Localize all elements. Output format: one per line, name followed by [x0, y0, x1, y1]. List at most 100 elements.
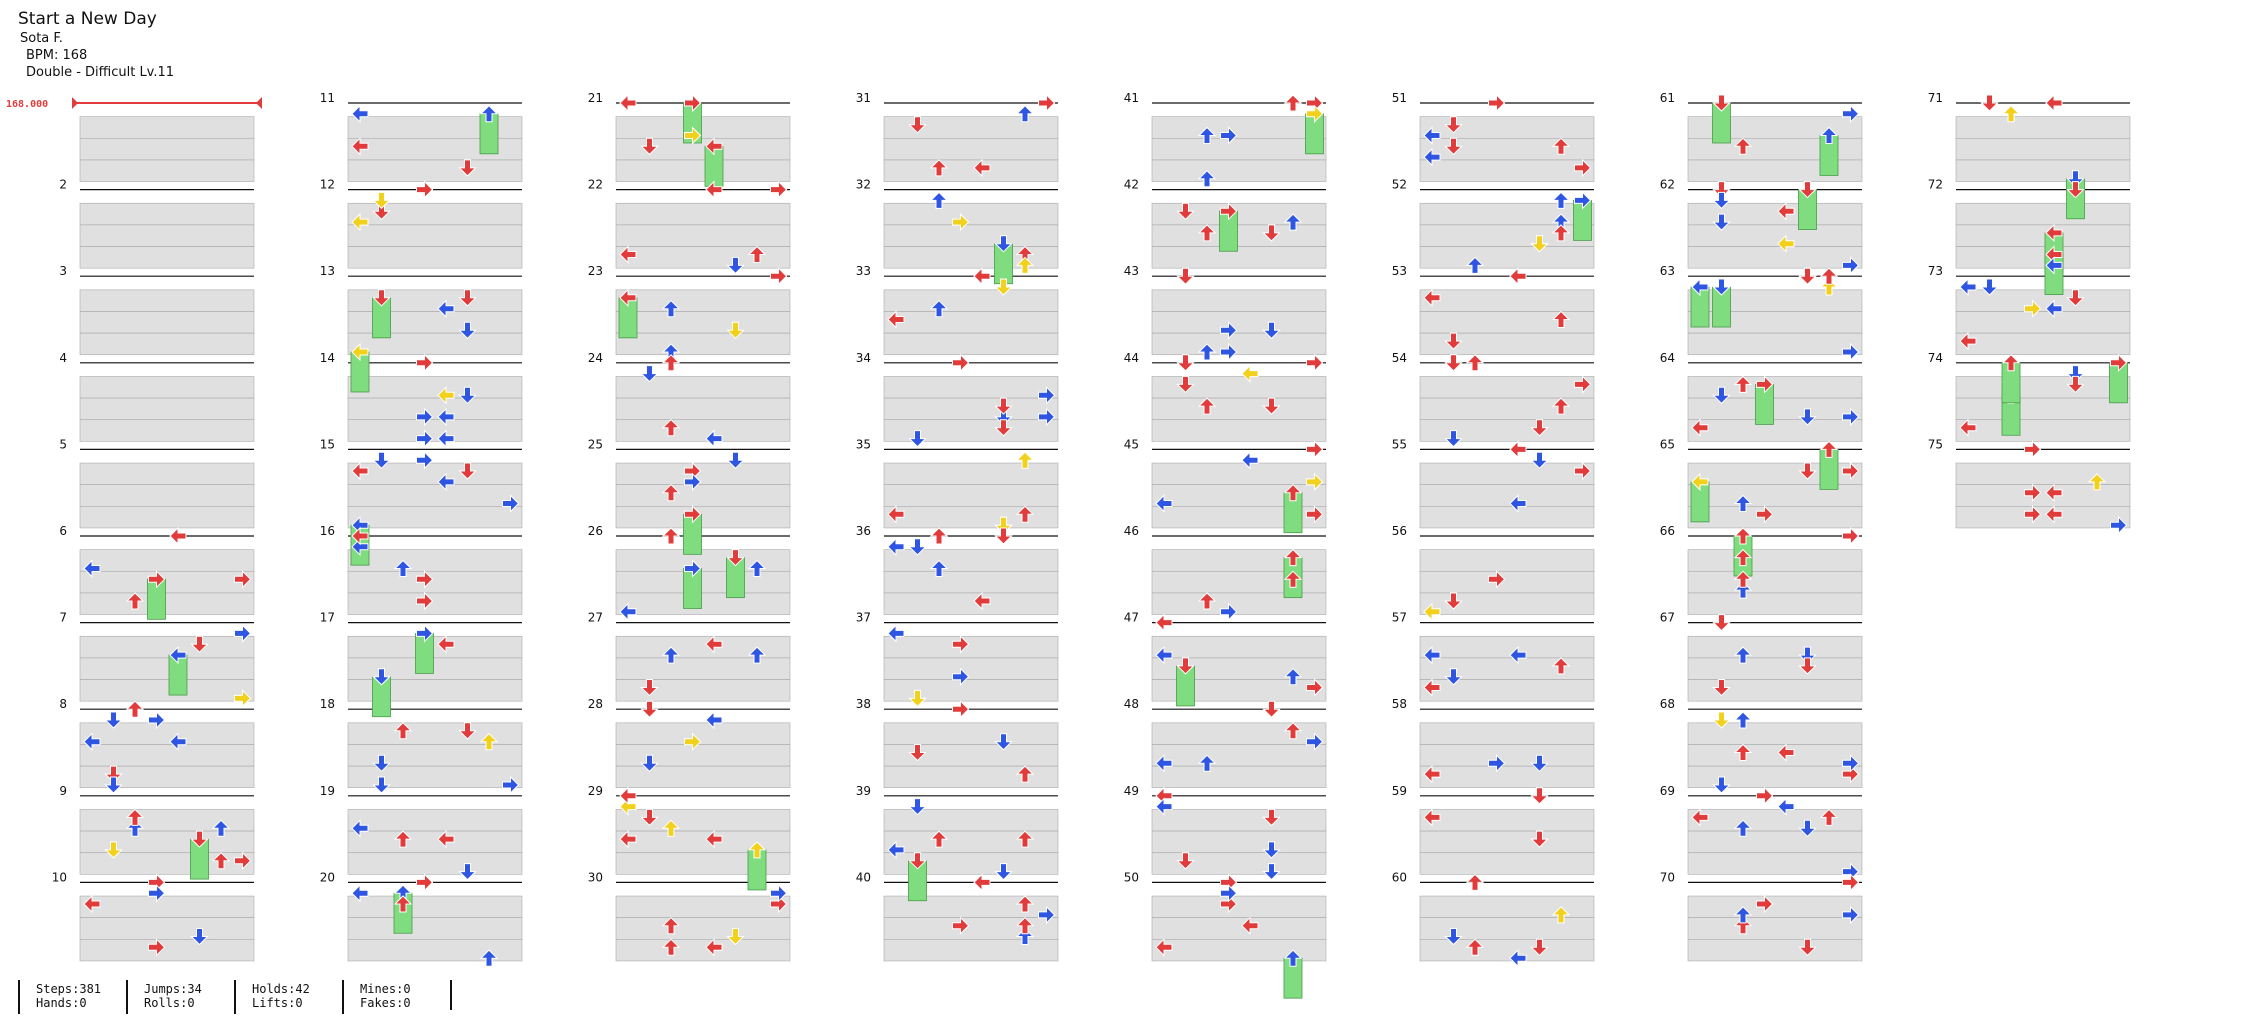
beat-band [79, 679, 255, 702]
arrow-up-icon [1197, 170, 1217, 188]
beat-band [1151, 830, 1327, 853]
arrow-down-icon [908, 852, 927, 870]
arrow-left-icon [619, 288, 637, 308]
beat-band [1151, 679, 1327, 702]
arrow-down-icon [908, 430, 927, 448]
measure-number: 34 [856, 351, 871, 365]
beat-band [79, 419, 255, 442]
beat-band [883, 722, 1059, 745]
measure-number: 4 [59, 351, 67, 365]
arrow-down-icon [1712, 679, 1731, 697]
arrow-left-icon [169, 732, 187, 751]
arrow-left-icon [887, 840, 905, 860]
beat-band [615, 917, 791, 940]
measure-number: 68 [1660, 697, 1675, 711]
beat-band [1419, 765, 1595, 789]
arrow-left-icon [1509, 440, 1527, 459]
arrow-up-icon [929, 830, 949, 848]
stat-rolls: Rolls:0 [144, 996, 195, 1010]
measure-number: 25 [588, 437, 603, 451]
beat-band [1151, 224, 1327, 247]
beat-band [883, 939, 1059, 962]
arrow-down-icon [1798, 267, 1817, 285]
arrow-down-icon [1530, 419, 1549, 437]
arrow-down-icon [1980, 278, 1999, 296]
beat-band [1955, 159, 2131, 182]
arrow-right-icon [1574, 158, 1592, 178]
beat-band [79, 376, 255, 399]
arrow-down-icon [1176, 354, 1195, 372]
arrow-left-icon [351, 883, 369, 903]
beat-band [1687, 506, 1863, 529]
arrow-up-icon [1551, 906, 1571, 924]
arrow-up-icon [1733, 494, 1753, 512]
stats-bar: Steps:381 Hands:0 Jumps:34 Rolls:0 Holds… [18, 980, 453, 1014]
measure-number: 65 [1660, 437, 1675, 451]
beat-band [615, 116, 791, 139]
beat-band [615, 570, 791, 594]
arrow-down-icon [726, 451, 745, 469]
beat-band [1151, 765, 1327, 789]
arrow-down-icon [2066, 289, 2085, 307]
bpm-change-marker: 168.000 [6, 99, 49, 110]
arrow-up-icon [1733, 581, 1753, 599]
measure-number: 39 [856, 784, 871, 798]
measure-number: 57 [1392, 611, 1407, 625]
arrow-left-icon [1509, 494, 1527, 513]
arrow-down-icon [104, 765, 123, 783]
beat-band [883, 246, 1059, 269]
arrow-up-icon [393, 830, 413, 848]
beat-band [347, 917, 523, 940]
stat-jumps: Jumps:34 [144, 982, 202, 996]
arrow-down-icon [1444, 332, 1463, 350]
arrow-right-icon [1488, 93, 1506, 113]
arrow-left-icon [1155, 645, 1173, 665]
arrow-left-icon [1423, 288, 1441, 308]
arrow-up-icon [1551, 224, 1571, 242]
arrow-up-icon [1733, 646, 1753, 664]
beat-band [1955, 138, 2131, 161]
beat-band [79, 657, 255, 680]
beat-band [615, 592, 791, 615]
beat-band [79, 159, 255, 182]
arrow-up-icon [1015, 830, 1035, 848]
arrow-up-icon [1283, 548, 1303, 567]
arrow-up-icon [2001, 105, 2021, 123]
arrow-up-icon [1283, 667, 1303, 686]
arrow-up-icon [1197, 343, 1217, 361]
bpm-marker-end-icon [256, 97, 262, 109]
measure-number: 36 [856, 524, 871, 538]
arrow-up-icon [1551, 397, 1571, 415]
measure-number: 60 [1392, 870, 1407, 884]
arrow-up-icon [661, 646, 681, 664]
arrow-right-icon [416, 450, 434, 470]
beat-band [883, 462, 1059, 485]
arrow-up-icon [125, 700, 145, 718]
beat-band [1419, 506, 1595, 529]
beat-band [1419, 397, 1595, 421]
arrow-left-icon [1959, 418, 1977, 437]
beat-band [1687, 657, 1863, 680]
beat-band [615, 332, 791, 356]
measure-number: 15 [320, 437, 335, 451]
arrow-down-icon [458, 462, 477, 480]
beat-band [1419, 224, 1595, 247]
arrow-up-icon [1015, 256, 1035, 274]
arrow-down-icon [190, 830, 209, 848]
arrow-left-icon [619, 786, 637, 806]
arrow-right-icon [770, 266, 788, 286]
arrow-left-icon [351, 819, 369, 838]
arrow-left-icon [351, 104, 369, 124]
arrow-up-icon [929, 559, 949, 577]
measure-number: 47 [1124, 611, 1139, 625]
beat-band [1687, 635, 1863, 659]
arrow-down-icon [908, 744, 927, 762]
beat-band [347, 635, 523, 659]
measure-number: 75 [1928, 437, 1943, 451]
arrow-up-icon [1283, 949, 1303, 967]
arrow-right-icon [1842, 342, 1860, 362]
beat-band [79, 397, 255, 421]
beat-band [1687, 332, 1863, 356]
arrow-left-icon [351, 461, 369, 481]
arrow-left-icon [973, 266, 991, 286]
